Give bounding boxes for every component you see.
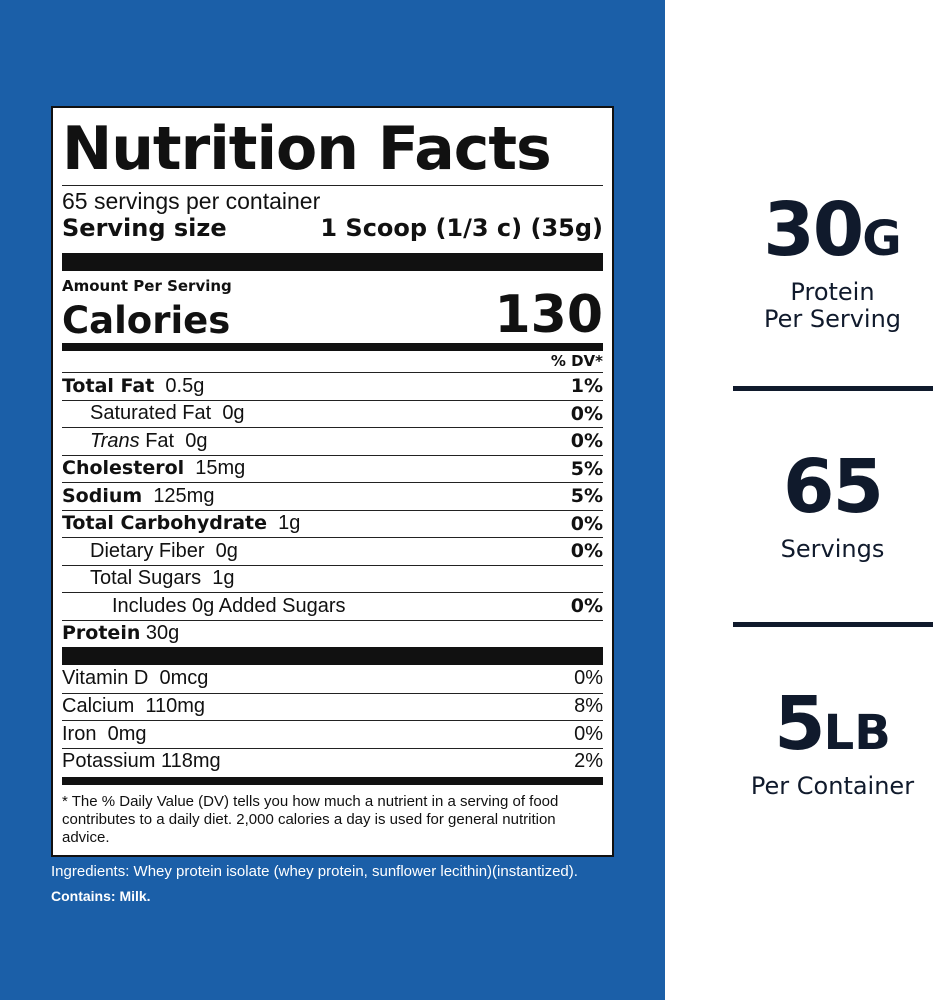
vitamin-row-calcium: Calcium 110mg 8% [62, 692, 603, 721]
medium-divider [62, 343, 603, 351]
nutrient-dv: 0% [570, 512, 603, 535]
nutrient-name: Includes 0g Added Sugars [112, 594, 346, 617]
stat-container-weight: 5LB Per Container [700, 684, 935, 800]
vitamin-amount: 0mcg [159, 667, 209, 690]
nutrient-amount: 125mg [153, 484, 215, 507]
nutrition-facts-title: Nutrition Facts [62, 114, 552, 184]
nutrient-row-protein: Protein 30g [62, 619, 603, 648]
nutrient-amount: 0g [185, 429, 208, 452]
thick-divider [62, 253, 603, 271]
calories-row: Calories 130 [62, 287, 603, 343]
nutrient-name: Total Carbohydrate [62, 512, 267, 535]
vitamin-row-iron: Iron 0mg 0% [62, 720, 603, 748]
nutrient-row-sodium: Sodium 125mg 5% [62, 482, 603, 510]
vitamin-amount: 0mg [107, 722, 147, 745]
stat-label: Per Container [750, 772, 915, 800]
nutrient-name-italic: Trans [90, 429, 140, 452]
stat-servings: 65 Servings [700, 447, 935, 563]
nutrient-amount: 0g [222, 402, 245, 425]
nutrient-dv: 5% [570, 485, 603, 508]
nutrient-name: Total Fat [62, 374, 155, 397]
stat-label: Servings [780, 535, 885, 563]
stat-value: 65 [700, 447, 935, 536]
daily-value-footnote: * The % Daily Value (DV) tells you how m… [62, 793, 559, 846]
stat-label: Protein [790, 278, 875, 306]
vitamin-dv: 2% [574, 750, 603, 773]
vitamin-dv: 0% [574, 722, 603, 745]
ingredients-text: Ingredients: Whey protein isolate (whey … [51, 863, 578, 880]
nutrient-name: Cholesterol [62, 457, 185, 480]
nutrient-row-saturated-fat: Saturated Fat 0g 0% [62, 399, 603, 428]
nutrient-amount: 1g [212, 567, 235, 590]
nutrient-dv: 0% [570, 540, 603, 563]
stat-number: 30 [763, 187, 864, 273]
vitamin-dv: 0% [574, 667, 603, 690]
nutrient-name: Sodium [62, 484, 143, 507]
medium-divider [62, 777, 603, 785]
stat-number: 65 [783, 444, 884, 530]
nutrient-amount: 0g [215, 539, 238, 562]
amount-per-serving: Amount Per Serving [62, 277, 232, 295]
nutrient-name: Fat [145, 429, 175, 452]
nutrient-row-dietary-fiber: Dietary Fiber 0g 0% [62, 537, 603, 565]
stat-label: Per Serving [763, 305, 902, 333]
stat-value: 5LB [700, 684, 935, 773]
nutrient-name: Dietary Fiber [90, 539, 205, 562]
vitamin-row-vitamin-d: Vitamin D 0mcg 0% [62, 665, 603, 693]
divider [62, 185, 603, 186]
nutrient-row-added-sugars: Includes 0g Added Sugars 0% [62, 592, 603, 620]
nutrient-row-trans-fat: Trans Fat 0g 0% [62, 427, 603, 455]
daily-value-header: % DV* [550, 352, 603, 370]
nutrient-dv: 5% [570, 457, 603, 480]
vitamin-name: Vitamin D [62, 667, 149, 690]
nutrient-name: Saturated Fat [90, 402, 212, 425]
nutrient-dv: 0% [570, 430, 603, 453]
nutrient-row-total-fat: Total Fat 0.5g 1% [62, 372, 603, 400]
stat-unit: LB [823, 705, 891, 761]
stat-protein: 30G Protein Per Serving [700, 190, 935, 333]
nutrient-dv: 1% [570, 375, 603, 398]
thick-divider [62, 647, 603, 665]
serving-size-row: Serving size 1 Scoop (1/3 c) (35g) [62, 213, 603, 243]
stat-divider [733, 622, 933, 627]
vitamin-row-potassium: Potassium 118mg 2% [62, 747, 603, 776]
servings-per-container: 65 servings per container [62, 188, 321, 214]
stat-divider [733, 386, 933, 391]
vitamin-amount: 110mg [145, 695, 206, 718]
serving-size-label: Serving size [62, 214, 227, 242]
stat-number: 5 [774, 681, 825, 767]
vitamin-name: Calcium [62, 695, 135, 718]
nutrient-amount: 30g [145, 622, 180, 645]
allergen-contains-text: Contains: Milk. [51, 888, 151, 904]
nutrient-row-total-sugars: Total Sugars 1g [62, 564, 603, 593]
nutrient-dv: 0% [570, 402, 603, 425]
nutrient-row-cholesterol: Cholesterol 15mg 5% [62, 454, 603, 483]
nutrient-name: Protein [62, 622, 141, 645]
vitamin-name: Potassium [62, 750, 156, 773]
vitamin-amount: 118mg [160, 750, 221, 773]
nutrient-row-total-carbohydrate: Total Carbohydrate 1g 0% [62, 509, 603, 538]
calories-value: 130 [494, 285, 603, 345]
nutrient-amount: 15mg [195, 457, 246, 480]
nutrient-name: Total Sugars [90, 567, 202, 590]
nutrition-facts-label: Nutrition Facts 65 servings per containe… [51, 106, 614, 857]
stat-unit: G [862, 211, 902, 267]
calories-label: Calories [62, 299, 231, 342]
vitamin-dv: 8% [574, 695, 603, 718]
stat-value: 30G [700, 190, 935, 279]
nutrient-dv: 0% [570, 595, 603, 618]
serving-size-value: 1 Scoop (1/3 c) (35g) [320, 214, 603, 242]
nutrient-amount: 1g [278, 512, 301, 535]
vitamin-name: Iron [62, 722, 97, 745]
nutrient-amount: 0.5g [165, 374, 205, 397]
